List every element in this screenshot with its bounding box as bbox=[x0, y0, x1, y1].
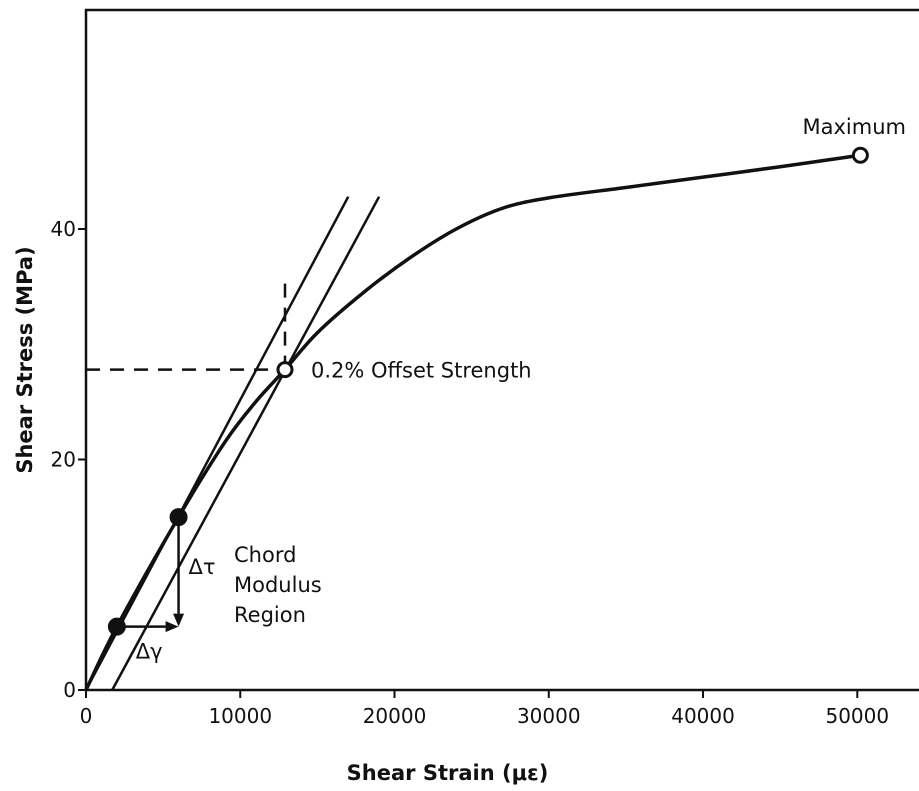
x-axis-title: Shear Strain (με) bbox=[347, 761, 549, 785]
delta-tau-label: Δτ bbox=[189, 555, 216, 579]
delta-gamma-label: Δγ bbox=[136, 640, 163, 664]
maximum-point bbox=[851, 146, 869, 164]
plot-frame bbox=[84, 8, 919, 692]
chart-marks bbox=[84, 8, 919, 692]
offset-line bbox=[111, 196, 381, 691]
axis-ticks: 0 10000 20000 30000 40000 50000 0 20 40 bbox=[51, 217, 890, 728]
chord-region-label-line1: Chord bbox=[234, 543, 296, 567]
x-tick-label: 0 bbox=[80, 704, 93, 728]
delta-tau-arrowhead bbox=[173, 613, 185, 627]
offset-strength-label: 0.2% Offset Strength bbox=[311, 359, 532, 383]
chord-modulus-line bbox=[84, 196, 350, 691]
y-tick-label: 0 bbox=[63, 678, 76, 702]
chord-point bbox=[169, 508, 188, 527]
y-tick-label: 20 bbox=[51, 447, 76, 471]
x-tick-label: 50000 bbox=[825, 704, 889, 728]
chord-region-label-line3: Region bbox=[234, 603, 306, 627]
x-tick-label: 40000 bbox=[671, 704, 735, 728]
x-tick-label: 20000 bbox=[363, 704, 427, 728]
y-axis-title: Shear Stress (MPa) bbox=[13, 246, 37, 473]
offset-strength-point bbox=[276, 361, 294, 379]
chart-points bbox=[107, 146, 869, 636]
x-tick-label: 10000 bbox=[208, 704, 272, 728]
stress-strain-curve bbox=[84, 153, 861, 691]
chord-point bbox=[107, 617, 126, 636]
delta-gamma-arrowhead bbox=[165, 621, 179, 633]
x-tick-label: 30000 bbox=[517, 704, 581, 728]
maximum-label: Maximum bbox=[803, 115, 906, 139]
chord-region-label-line2: Modulus bbox=[234, 573, 322, 597]
y-tick-label: 40 bbox=[51, 217, 76, 241]
